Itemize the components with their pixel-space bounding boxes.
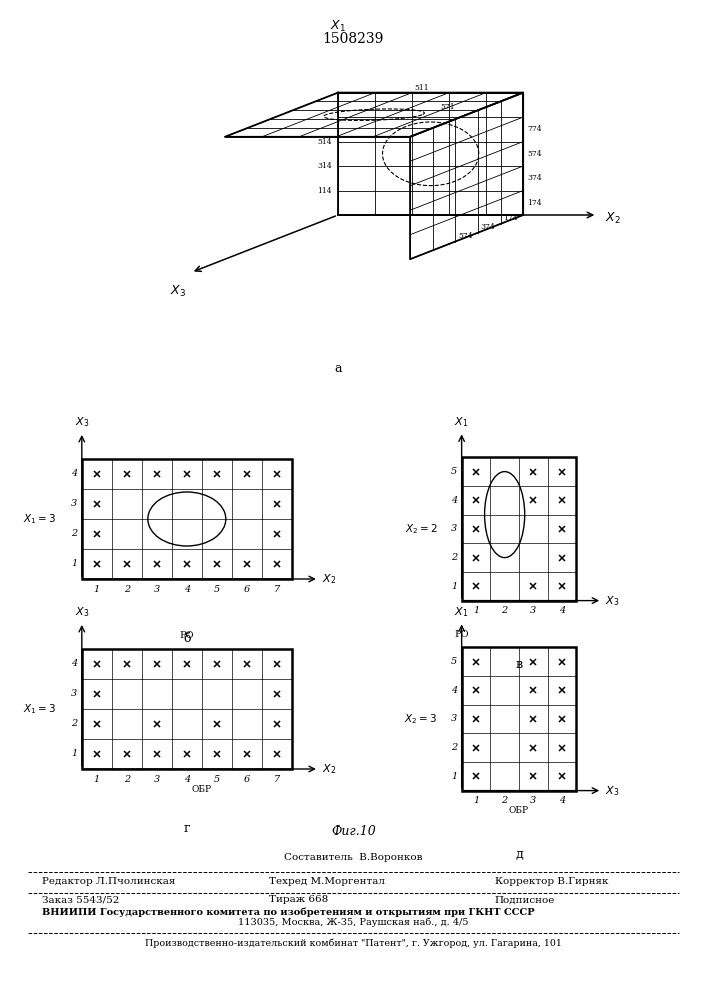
Text: 4: 4: [451, 496, 457, 505]
Bar: [82, 459, 292, 579]
Text: 3: 3: [451, 524, 457, 533]
Text: 174: 174: [527, 199, 542, 207]
Text: Подписное: Подписное: [495, 896, 555, 904]
Text: 174: 174: [503, 214, 518, 222]
Text: в: в: [515, 658, 522, 671]
Text: ВНИИПИ Государственного комитета по изобретениям и открытиям при ГКНТ СССР: ВНИИПИ Государственного комитета по изоб…: [42, 907, 535, 917]
Text: $X_1=3$: $X_1=3$: [23, 512, 57, 526]
Text: 4: 4: [559, 606, 565, 615]
Text: 1: 1: [71, 560, 77, 568]
Text: $X_2$: $X_2$: [322, 762, 336, 776]
Text: 2: 2: [451, 743, 457, 752]
Text: 3: 3: [71, 499, 77, 508]
Text: Тираж 668: Тираж 668: [269, 896, 328, 904]
Text: 4: 4: [71, 660, 77, 668]
Text: 3: 3: [71, 690, 77, 698]
Text: $X_2=2$: $X_2=2$: [404, 522, 437, 536]
Text: 374: 374: [527, 174, 542, 182]
Text: $X_1=3$: $X_1=3$: [23, 702, 57, 716]
Text: 1: 1: [71, 750, 77, 758]
Text: 3: 3: [530, 606, 537, 615]
Text: 5: 5: [214, 585, 220, 594]
Text: 114: 114: [317, 187, 332, 195]
Text: 1: 1: [473, 606, 479, 615]
Text: 314: 314: [317, 162, 332, 170]
Text: г: г: [184, 822, 190, 834]
Text: 7: 7: [274, 585, 280, 594]
Text: 2: 2: [124, 775, 130, 784]
Text: 514: 514: [317, 138, 332, 146]
Text: 6: 6: [244, 775, 250, 784]
Text: $X_3$: $X_3$: [75, 605, 89, 619]
Text: 1508239: 1508239: [323, 32, 384, 46]
Text: 4: 4: [451, 686, 457, 695]
Text: Заказ 5543/52: Заказ 5543/52: [42, 896, 119, 904]
Text: 6: 6: [244, 585, 250, 594]
Text: 5: 5: [451, 467, 457, 476]
Text: Фиг.10: Фиг.10: [331, 825, 376, 838]
Text: 4: 4: [559, 796, 565, 805]
Text: 571: 571: [440, 103, 455, 111]
Text: $X_1$: $X_1$: [455, 415, 469, 429]
Text: 2: 2: [501, 606, 508, 615]
Text: a: a: [334, 362, 341, 375]
Text: 5: 5: [214, 775, 220, 784]
Text: 2: 2: [71, 720, 77, 728]
Text: $X_3$: $X_3$: [605, 594, 619, 607]
Bar: [82, 649, 292, 769]
Text: 774: 774: [527, 125, 542, 133]
Text: $X_2=3$: $X_2=3$: [404, 712, 437, 726]
Text: $X_2$: $X_2$: [605, 211, 621, 226]
Text: 1: 1: [473, 796, 479, 805]
Text: ОБР: ОБР: [192, 786, 212, 794]
Text: $X_3$: $X_3$: [75, 415, 89, 429]
Text: $X_1$: $X_1$: [455, 605, 469, 619]
Text: 574: 574: [527, 150, 542, 158]
Text: 3: 3: [451, 714, 457, 723]
Text: 1: 1: [451, 582, 457, 591]
Text: РО: РО: [455, 630, 469, 639]
Text: 2: 2: [124, 585, 130, 594]
Text: РО: РО: [180, 631, 194, 640]
Text: 374: 374: [481, 223, 495, 231]
Text: 511: 511: [414, 84, 429, 92]
Text: 2: 2: [71, 529, 77, 538]
Text: 574: 574: [458, 232, 472, 240]
Text: 2: 2: [451, 553, 457, 562]
Text: 2: 2: [501, 796, 508, 805]
Text: 7: 7: [274, 775, 280, 784]
Text: Техред М.Моргентал: Техред М.Моргентал: [269, 878, 385, 886]
Text: $X_3$: $X_3$: [170, 284, 186, 299]
Bar: [462, 647, 576, 791]
Bar: [462, 457, 576, 601]
Text: 4: 4: [184, 775, 190, 784]
Text: Корректор В.Гирняк: Корректор В.Гирняк: [495, 878, 609, 886]
Text: 1: 1: [94, 775, 100, 784]
Text: 4: 4: [184, 585, 190, 594]
Text: 1: 1: [451, 772, 457, 781]
Text: б: б: [183, 632, 191, 645]
Text: Производственно-издательский комбинат "Патент", г. Ужгород, ул. Гагарина, 101: Производственно-издательский комбинат "П…: [145, 938, 562, 948]
Text: $X_2$: $X_2$: [322, 572, 336, 586]
Text: $X_3$: $X_3$: [605, 784, 619, 798]
Text: 4: 4: [71, 469, 77, 478]
Text: 1: 1: [94, 585, 100, 594]
Text: 3: 3: [153, 585, 160, 594]
Text: 5: 5: [451, 657, 457, 666]
Text: 113035, Москва, Ж-35, Раушская наб., д. 4/5: 113035, Москва, Ж-35, Раушская наб., д. …: [238, 917, 469, 927]
Text: 3: 3: [153, 775, 160, 784]
Text: Составитель  В.Воронков: Составитель В.Воронков: [284, 853, 423, 862]
Text: ОБР: ОБР: [509, 806, 529, 815]
Text: 3: 3: [530, 796, 537, 805]
Text: $X_1$: $X_1$: [330, 19, 346, 34]
Text: Редактор Л.Пчолинская: Редактор Л.Пчолинская: [42, 878, 176, 886]
Text: д: д: [515, 848, 523, 861]
